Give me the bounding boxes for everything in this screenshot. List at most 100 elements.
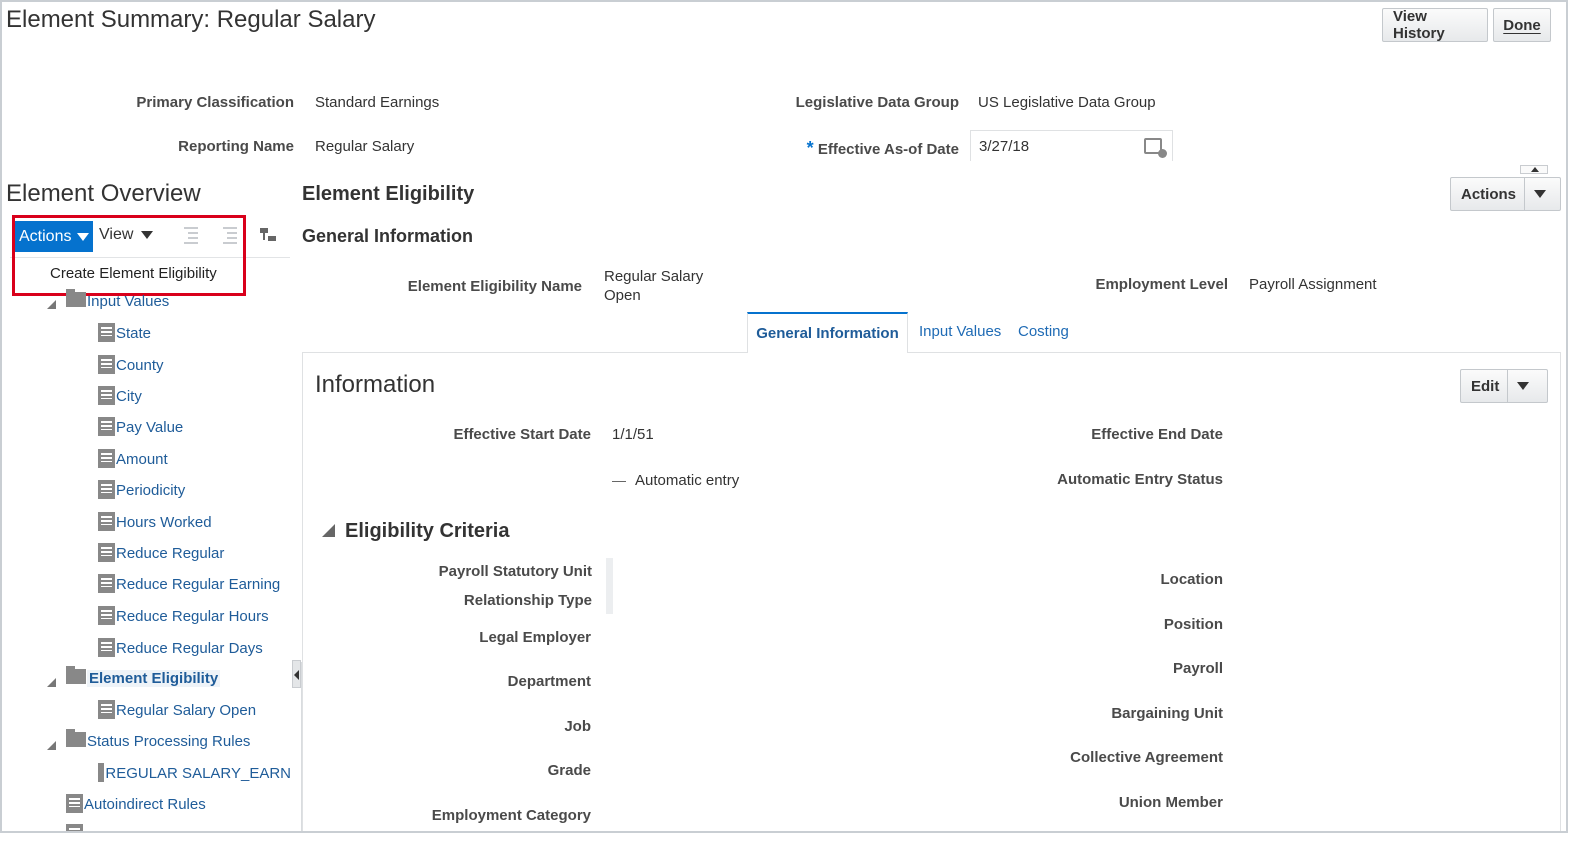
done-button[interactable]: Done [1493, 8, 1551, 42]
eligibility-criteria-heading: Eligibility Criteria [345, 520, 510, 542]
pane-divider [301, 662, 302, 831]
payroll-statutory-unit-label: Payroll Statutory Unit [438, 563, 592, 580]
tree-expander-icon[interactable] [47, 300, 56, 309]
collapse-header-button[interactable] [1520, 165, 1548, 174]
tree-node[interactable]: State [98, 323, 151, 342]
effective-date-value: 3/27/18 [979, 138, 1030, 155]
hierarchy-icon[interactable] [259, 226, 277, 246]
document-icon [98, 386, 115, 405]
highlight-box [12, 215, 246, 296]
overview-actions-menu[interactable]: Actions [15, 221, 93, 252]
primary-classification-label: Primary Classification [136, 94, 294, 111]
tree-node-input-values[interactable]: Input Values [66, 289, 169, 310]
document-icon [66, 794, 83, 813]
document-icon [98, 543, 115, 562]
reporting-name-label: Reporting Name [178, 138, 294, 155]
document-icon [98, 606, 115, 625]
tab-input-values[interactable]: Input Values [919, 323, 1002, 340]
document-icon [98, 355, 115, 374]
effective-date-input[interactable]: 3/27/18 [970, 130, 1173, 161]
reporting-name-value: Regular Salary [315, 138, 415, 155]
information-title: Information [315, 371, 436, 398]
union-member-label: Union Member [1118, 794, 1223, 811]
collective-agreement-label: Collective Agreement [1070, 749, 1223, 766]
calendar-icon[interactable] [1144, 138, 1167, 158]
unchecked-dash-icon [612, 480, 626, 482]
tree-expander-icon[interactable] [47, 678, 56, 687]
chevron-down-icon[interactable] [1507, 370, 1537, 402]
required-asterisk: * [806, 138, 814, 158]
document-icon [66, 824, 83, 831]
tree-node-element-eligibility[interactable]: Element Eligibility [66, 666, 221, 687]
employment-category-label: Employment Category [431, 807, 591, 824]
detail-actions-button[interactable]: Actions [1450, 177, 1561, 211]
collapse-all-icon[interactable] [220, 225, 238, 245]
tree-node[interactable]: Hours Worked [98, 512, 212, 531]
effective-date-label: * Effective As-of Date [806, 138, 959, 158]
folder-icon [66, 289, 86, 307]
page-title: Element Summary: Regular Salary [6, 6, 376, 33]
view-history-button[interactable]: View History [1382, 8, 1488, 42]
tree-node[interactable]: Reduce Regular Days [98, 638, 263, 657]
employment-level-value: Payroll Assignment [1249, 276, 1377, 293]
edit-button[interactable]: Edit [1460, 369, 1548, 403]
automatic-entry-status-label: Automatic Entry Status [1057, 471, 1223, 488]
document-icon [98, 638, 115, 657]
collapse-triangle-icon[interactable] [322, 524, 335, 537]
relationship-type-label: Relationship Type [463, 592, 592, 609]
document-icon [98, 700, 115, 719]
job-label: Job [564, 718, 591, 735]
effective-start-date-value: 1/1/51 [612, 426, 654, 443]
tree-node[interactable]: Reduce Regular Hours [98, 606, 269, 625]
tree-node[interactable]: City [98, 386, 142, 405]
tab-costing[interactable]: Costing [1018, 323, 1069, 340]
element-eligibility-title: Element Eligibility [302, 183, 475, 205]
tree-node[interactable]: Amount [98, 449, 168, 468]
document-icon [98, 449, 115, 468]
element-overview-title: Element Overview [6, 180, 201, 207]
pane-splitter-handle[interactable] [292, 660, 301, 688]
tree-node[interactable]: County [98, 355, 164, 374]
folder-icon [66, 729, 86, 747]
tree-expander-icon[interactable] [47, 741, 56, 750]
document-icon [98, 480, 115, 499]
tabs-baseline [302, 352, 1561, 353]
element-eligibility-name-line2: Open [604, 287, 641, 304]
tree-node[interactable] [66, 824, 84, 831]
overview-view-menu[interactable]: View [99, 226, 154, 244]
chevron-down-icon[interactable] [1524, 178, 1554, 210]
create-element-eligibility-menu-item[interactable]: Create Element Eligibility [50, 265, 217, 282]
chevron-down-icon [141, 231, 154, 239]
legislative-data-group-value: US Legislative Data Group [978, 94, 1156, 111]
legislative-data-group-label: Legislative Data Group [795, 94, 959, 111]
tree-node-status-processing-rules[interactable]: Status Processing Rules [66, 729, 250, 750]
expand-all-icon[interactable] [181, 225, 199, 245]
document-icon [98, 512, 115, 531]
tree-node[interactable]: Reduce Regular [98, 543, 224, 562]
employment-level-label: Employment Level [1095, 276, 1228, 293]
document-icon [98, 574, 115, 593]
tree-node[interactable]: Reduce Regular Earning [98, 574, 280, 593]
folder-icon [66, 666, 86, 684]
position-label: Position [1163, 616, 1223, 633]
document-icon [98, 323, 115, 342]
location-label: Location [1160, 571, 1224, 588]
tree-node-autoindirect-rules[interactable]: Autoindirect Rules [66, 794, 206, 813]
automatic-entry-checkbox: Automatic entry [612, 472, 739, 489]
tab-panel [302, 352, 1561, 831]
payroll-label: Payroll [1172, 660, 1223, 677]
tab-general-information[interactable]: General Information [747, 312, 908, 353]
element-eligibility-name-line1: Regular Salary [604, 268, 704, 285]
field-scroll-indicator [606, 558, 613, 614]
document-icon [98, 417, 115, 436]
tree-node[interactable]: Periodicity [98, 480, 185, 499]
tree-node-regular-salary-earn[interactable]: REGULAR SALARY_EARN [98, 763, 291, 782]
tree-node-regular-salary-open[interactable]: Regular Salary Open [98, 700, 256, 719]
legal-employer-label: Legal Employer [479, 629, 591, 646]
general-information-heading: General Information [302, 226, 474, 246]
document-icon [98, 763, 105, 782]
tree-node[interactable]: Pay Value [98, 417, 183, 436]
primary-classification-value: Standard Earnings [315, 94, 440, 111]
element-eligibility-name-label: Element Eligibility Name [407, 278, 582, 295]
app-frame: Element Summary: Regular Salary View His… [0, 0, 1568, 833]
